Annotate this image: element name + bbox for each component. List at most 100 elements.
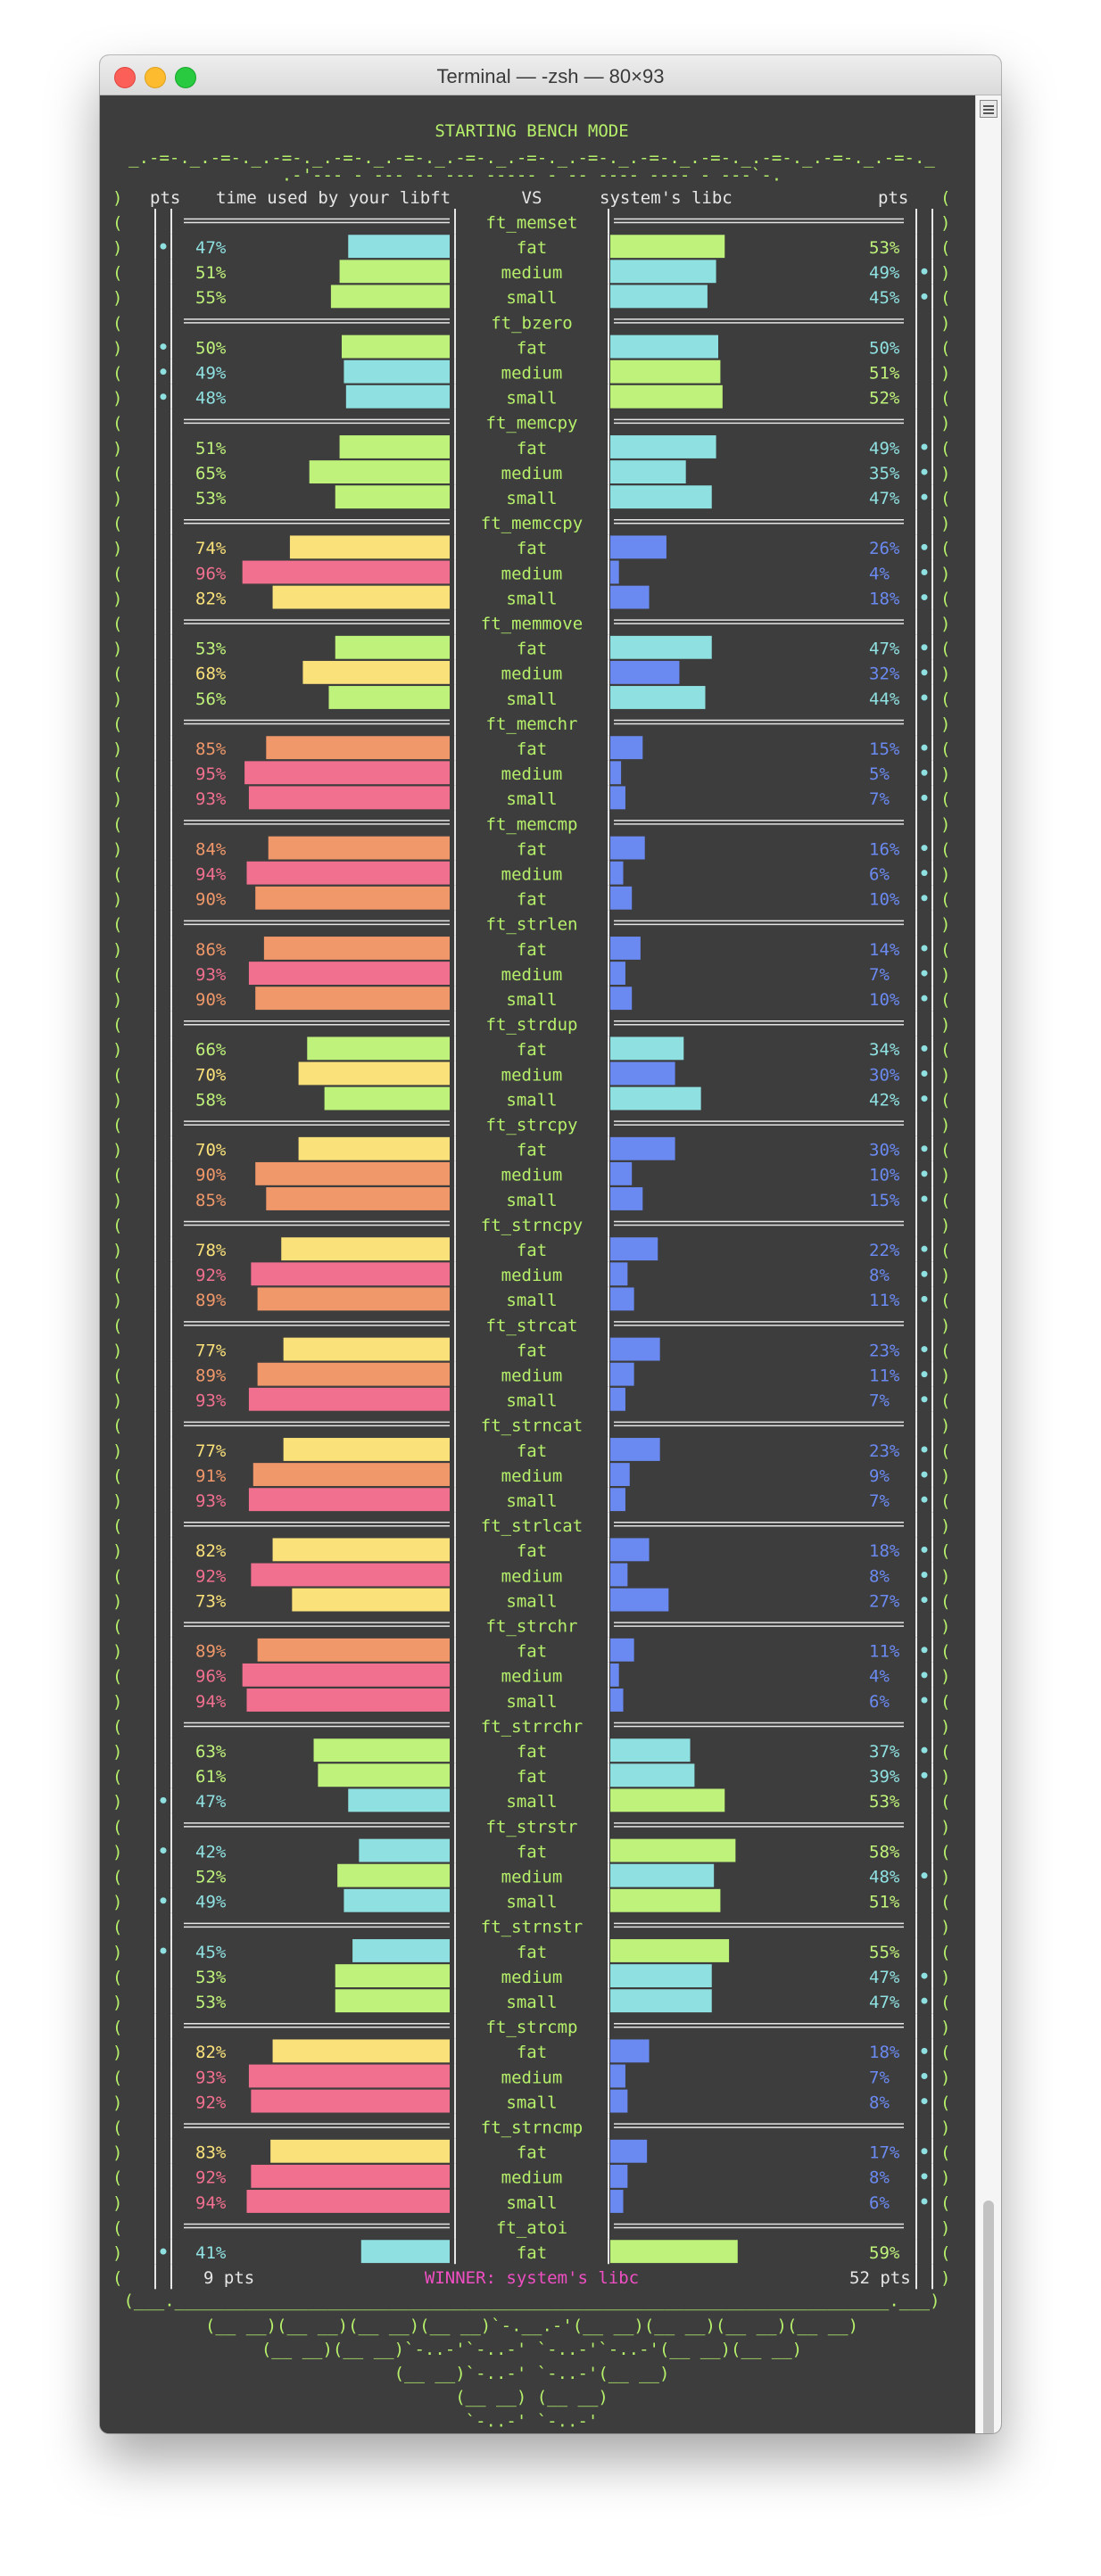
your-time-percent: 91% [195,1466,227,1486]
frame-brace: ) [940,2118,950,2138]
size-label: medium [501,1366,563,1386]
system-time-percent: 18% [869,1541,900,1561]
frame-brace: ( [940,489,950,508]
your-time-percent: 61% [195,1767,227,1787]
point-dot-right [921,1571,928,1578]
close-button[interactable] [114,67,136,88]
your-time-percent: 96% [195,564,227,583]
frame-brace: ) [940,1717,950,1737]
frame-brace: ( [940,1141,950,1160]
point-dot-right [921,1746,928,1754]
bottom-fringe-decoration: (__ __) (__ __) [455,2388,608,2407]
point-dot-right [921,845,928,852]
your-time-bar [270,2139,450,2163]
system-time-percent: 52% [869,389,900,409]
size-label: medium [501,665,563,684]
your-time-percent: 70% [195,1065,227,1085]
frame-brace: ) [940,1767,950,1787]
system-time-bar [610,235,725,259]
title-bar[interactable]: Terminal — -zsh — 80×93 [100,55,1001,95]
point-dot-right [921,1872,928,1879]
point-dot-right [921,669,928,676]
frame-brace: ) [112,1090,122,1110]
frame-brace: ( [112,1166,122,1185]
size-label: fat [517,940,547,960]
system-time-bar [610,1663,619,1687]
your-time-bar [335,485,450,509]
your-time-percent: 51% [195,439,227,458]
point-dot-right [921,443,928,450]
system-time-percent: 16% [869,839,900,859]
frame-brace: ) [112,1591,122,1611]
system-time-bar [610,2089,628,2113]
zoom-button[interactable] [175,67,196,88]
scrollbar[interactable] [975,95,1001,2433]
frame-brace: ( [940,789,950,809]
scrollbar-thumb[interactable] [983,2200,994,2433]
frame-brace: ( [112,263,122,283]
your-time-bar [244,761,450,785]
size-label: medium [501,263,563,283]
minimize-button[interactable] [145,67,166,88]
your-time-bar [266,1187,450,1210]
frame-brace: ) [940,514,950,533]
your-time-bar [335,1989,450,2013]
your-time-percent: 56% [195,689,227,709]
frame-brace: ) [940,2018,950,2037]
system-time-bar [610,1387,625,1411]
frame-brace: ( [940,1642,950,1662]
frame-brace: ( [940,188,950,208]
frame-brace: ( [940,2093,950,2112]
frame-brace: ( [940,739,950,759]
system-time-percent: 10% [869,890,900,910]
frame-brace: ) [940,1516,950,1536]
your-time-percent: 94% [195,1692,227,1712]
size-label: medium [501,1968,563,1987]
frame-brace: ) [112,1792,122,1812]
point-dot-right [921,769,928,776]
frame-brace: ( [112,1868,122,1887]
your-time-percent: 94% [195,2193,227,2213]
system-time-percent: 7% [869,789,890,809]
size-label: fat [517,1767,547,1787]
frame-brace: ) [112,1491,122,1511]
system-time-percent: 18% [869,589,900,608]
your-time-percent: 85% [195,739,227,759]
point-dot-right [921,293,928,300]
frame-brace: ) [112,990,122,1010]
system-time-percent: 11% [869,1642,900,1662]
system-time-bar [610,1763,695,1788]
size-label: medium [501,464,563,483]
split-pane-icon[interactable] [980,100,998,118]
point-dot-right [921,1446,928,1453]
size-label: small [506,1491,557,1511]
frame-brace: ) [940,1316,950,1335]
size-label: small [506,1191,557,1210]
size-label: fat [517,1642,547,1662]
point-dot-right [921,644,928,651]
system-time-bar [610,1989,712,2013]
frame-brace: ( [940,1291,950,1310]
point-dot-right [921,1597,928,1604]
system-time-bar [610,1237,658,1261]
point-dot-right [921,970,928,977]
frame-brace: ( [112,514,122,533]
your-time-bar [257,1287,450,1311]
size-label: small [506,990,557,1010]
size-label: small [506,1090,557,1110]
system-time-bar [610,962,625,986]
point-dot-right [921,1771,928,1779]
frame-brace: ) [112,1692,122,1712]
function-name: ft_memset [486,213,578,233]
function-name: ft_strcmp [486,2018,578,2037]
your-time-bar [309,460,450,484]
your-time-bar [251,2164,450,2188]
your-time-percent: 68% [195,665,227,684]
size-label: medium [501,1566,563,1586]
bottom-fringe-decoration: (__ __)(__ __)`-..-'`-..-' `-..-'`-..-'(… [261,2340,802,2359]
your-time-percent: 92% [195,1266,227,1285]
frame-brace: ) [940,263,950,283]
terminal-content[interactable]: STARTING BENCH MODE _.-=-._.-=-._.-=-._.-… [100,95,976,2433]
your-time-percent: 84% [195,839,227,859]
point-dot-right [921,1069,928,1077]
